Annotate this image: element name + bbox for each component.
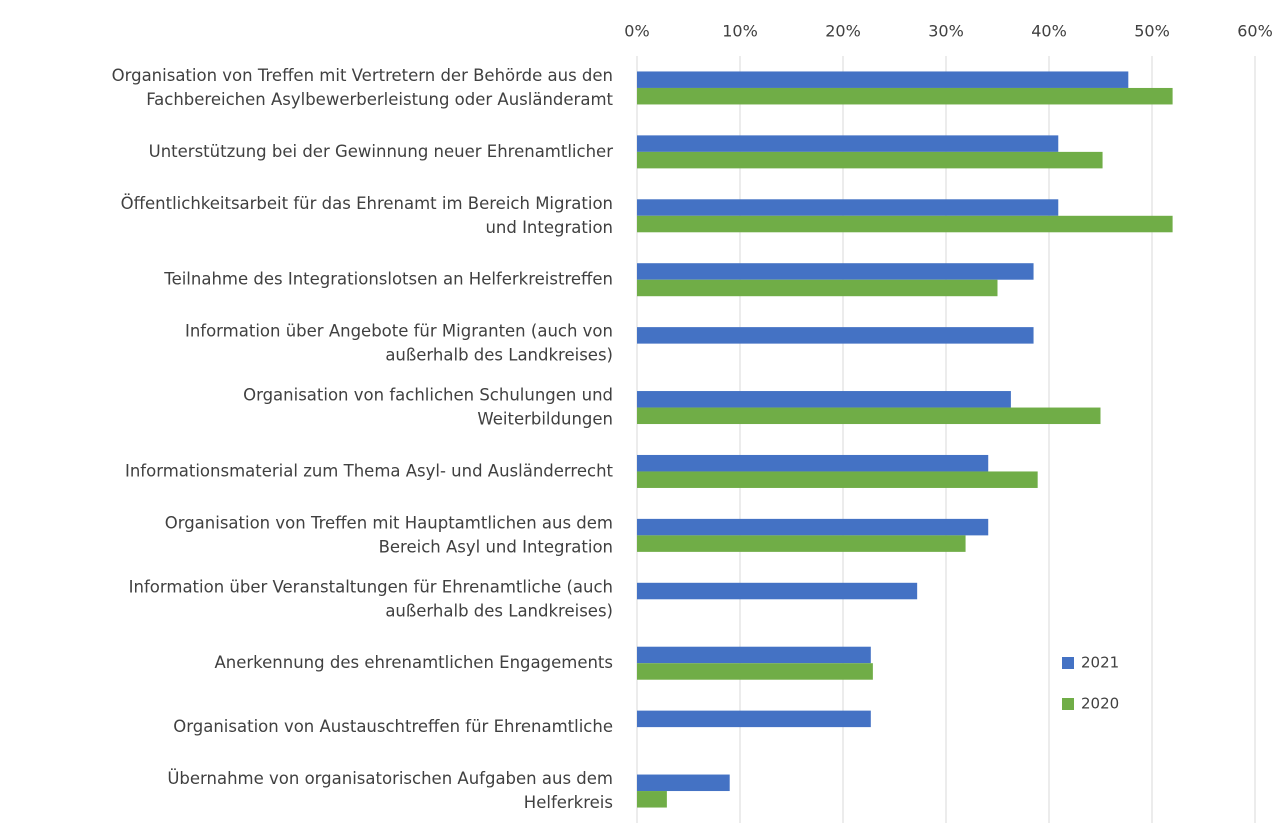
x-tick-label: 20%	[825, 22, 861, 41]
bar	[637, 663, 873, 680]
category-label-line: Weiterbildungen	[477, 409, 613, 428]
bar	[637, 263, 1034, 280]
bar	[637, 407, 1101, 425]
category-label-line: Übernahme von organisatorischen Aufgaben…	[167, 769, 613, 788]
category-label: Teilnahme des Integrationslotsen an Helf…	[163, 269, 613, 288]
category-label-line: Information über Veranstaltungen für Ehr…	[129, 577, 613, 596]
bar	[637, 199, 1059, 216]
bar	[637, 279, 998, 297]
x-tick-label: 0%	[624, 22, 649, 41]
category-label-line: Informationsmaterial zum Thema Asyl- und…	[125, 461, 614, 480]
category-label: Anerkennung des ehrenamtlichen Engagemen…	[215, 653, 614, 672]
bar	[637, 327, 1034, 344]
category-label-line: außerhalb des Landkreises)	[385, 601, 613, 620]
legend-label: 2020	[1081, 695, 1119, 713]
x-tick-label: 60%	[1237, 22, 1273, 41]
legend-swatch	[1062, 657, 1074, 669]
bar	[637, 535, 966, 552]
category-label-line: Organisation von fachlichen Schulungen u…	[243, 385, 613, 404]
x-tick-label: 30%	[928, 22, 964, 41]
bar	[637, 215, 1173, 233]
category-label: Organisation von fachlichen Schulungen u…	[243, 385, 613, 428]
category-label-line: Organisation von Treffen mit Hauptamtlic…	[165, 513, 613, 532]
category-label: Unterstützung bei der Gewinnung neuer Eh…	[149, 141, 614, 160]
bar	[637, 135, 1059, 152]
category-label: Organisation von Austauschtreffen für Eh…	[173, 717, 613, 736]
category-label-line: Öffentlichkeitsarbeit für das Ehrenamt i…	[121, 193, 613, 212]
bar	[637, 774, 730, 792]
bar	[637, 471, 1038, 488]
category-label-line: Organisation von Treffen mit Vertretern …	[112, 65, 613, 84]
legend-swatch	[1062, 698, 1074, 710]
category-label: Information über Angebote für Migranten …	[185, 321, 613, 364]
category-label: Übernahme von organisatorischen Aufgaben…	[167, 769, 613, 812]
category-label-line: Anerkennung des ehrenamtlichen Engagemen…	[215, 653, 614, 672]
category-label-line: Organisation von Austauschtreffen für Eh…	[173, 717, 613, 736]
x-tick-label: 10%	[722, 22, 758, 41]
x-tick-label: 40%	[1031, 22, 1067, 41]
bar	[637, 391, 1011, 408]
bar	[637, 454, 989, 472]
category-label: Informationsmaterial zum Thema Asyl- und…	[125, 461, 614, 480]
category-label: Organisation von Treffen mit Vertretern …	[112, 65, 614, 108]
bar	[637, 518, 989, 536]
category-label-line: Information über Angebote für Migranten …	[185, 321, 613, 340]
category-label-line: Fachbereichen Asylbewerberleistung oder …	[146, 89, 613, 108]
x-tick-label: 50%	[1134, 22, 1170, 41]
bar	[637, 582, 918, 600]
bar	[637, 151, 1103, 169]
category-label-line: Teilnahme des Integrationslotsen an Helf…	[163, 269, 613, 288]
category-label-line: und Integration	[485, 217, 613, 236]
category-label-line: Unterstützung bei der Gewinnung neuer Eh…	[149, 141, 614, 160]
bar	[637, 71, 1129, 88]
category-label: Information über Veranstaltungen für Ehr…	[129, 577, 613, 620]
bar	[637, 710, 871, 728]
category-label-line: außerhalb des Landkreises)	[385, 345, 613, 364]
category-label: Öffentlichkeitsarbeit für das Ehrenamt i…	[121, 193, 613, 236]
category-label-line: Helferkreis	[524, 793, 613, 812]
legend-label: 2021	[1081, 654, 1119, 672]
bar	[637, 87, 1173, 105]
category-label-line: Bereich Asyl und Integration	[379, 537, 613, 556]
category-label: Organisation von Treffen mit Hauptamtlic…	[165, 513, 613, 556]
bar	[637, 646, 871, 664]
bar	[637, 791, 667, 808]
